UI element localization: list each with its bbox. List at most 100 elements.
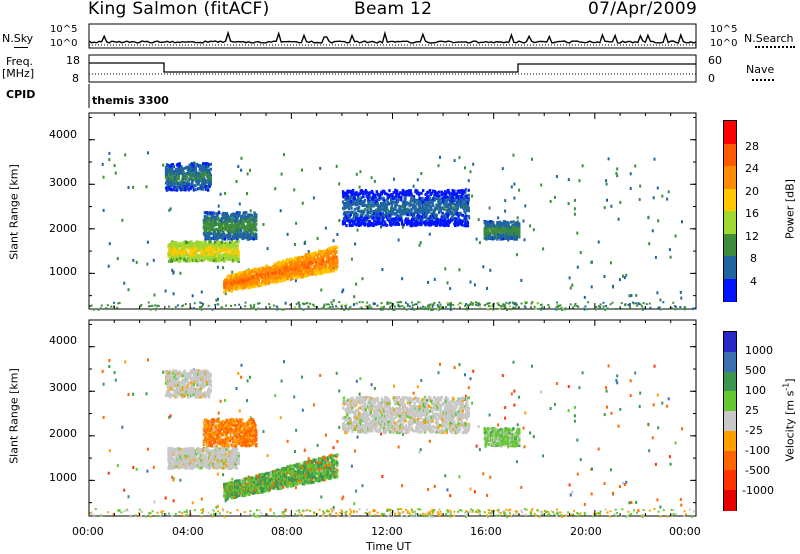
power-ytick: 2000 [49,222,77,235]
echo-pixel [397,192,400,196]
ground-scatter-pixel [524,307,527,309]
data-pixel [653,157,656,161]
echo-pixel [322,259,325,263]
data-pixel [469,280,472,284]
ground-scatter-pixel [410,301,413,304]
data-pixel [358,185,361,189]
data-pixel [669,255,672,259]
ground-scatter-pixel [574,302,577,305]
echo-pixel [232,274,235,278]
echo-pixel [255,213,258,217]
echo-pixel [168,166,171,170]
echo-pixel [244,219,247,223]
echo-pixel [316,254,319,258]
data-pixel [338,218,341,222]
ground-scatter-pixel [507,302,510,305]
ground-scatter-pixel [560,307,563,310]
echo-pixel [272,278,276,282]
echo-pixel [249,213,252,217]
echo-pixel [172,251,175,255]
ground-scatter-pixel [307,306,310,309]
ground-scatter-pixel [531,301,534,304]
echo-pixel [238,225,241,229]
echo-pixel [205,185,208,188]
data-pixel [350,464,353,468]
echo-pixel [393,218,396,222]
echo-pixel [183,257,186,261]
echo-pixel [361,219,364,222]
ground-scatter-pixel [487,302,490,305]
echo-pixel [249,234,252,238]
ground-scatter-pixel [530,306,532,309]
echo-pixel [382,216,385,220]
data-pixel [316,236,319,240]
ground-scatter-pixel [374,302,376,305]
ground-scatter-pixel [547,304,550,306]
echo-pixel [192,166,196,170]
echo-pixel [496,237,499,241]
echo-pixel [189,167,192,171]
echo-pixel [370,197,373,201]
echo-pixel [237,253,240,257]
velocity-ytick: 3000 [49,381,77,394]
echo-pixel [225,233,228,237]
echo-pixel [437,197,440,200]
data-pixel [472,162,475,166]
echo-pixel [395,203,399,207]
ground-scatter-pixel [502,303,505,306]
echo-pixel [255,237,258,240]
echo-pixel [172,169,175,173]
ground-scatter-pixel [200,306,203,309]
echo-pixel [412,217,416,221]
ground-scatter-pixel [199,301,202,304]
ground-scatter-pixel [408,305,411,308]
xtick-label: 16:00 [470,525,502,538]
echo-pixel [434,206,438,210]
ground-scatter-pixel [220,306,223,309]
echo-pixel [201,181,204,185]
echo-pixel [463,218,466,221]
ground-scatter-pixel [492,308,495,311]
ground-scatter-pixel [306,302,309,305]
echo-pixel [197,180,201,184]
ground-scatter-pixel [674,308,677,311]
echo-pixel [191,182,194,186]
echo-pixel [335,267,338,271]
nave-line [752,79,774,81]
ground-scatter-pixel [376,304,379,307]
echo-pixel [354,211,357,215]
ground-scatter-pixel [516,303,518,306]
echo-pixel [251,224,255,228]
echo-pixel [372,204,375,208]
data-pixel [152,258,155,262]
echo-pixel [411,224,414,228]
echo-pixel [449,199,452,203]
ground-scatter-pixel [331,305,334,308]
echo-pixel [230,274,233,278]
echo-pixel [452,202,455,206]
echo-pixel [448,203,451,207]
ground-scatter-pixel [649,306,652,309]
echo-pixel [309,265,312,269]
echo-pixel [467,198,470,202]
echo-pixel [203,245,207,249]
data-pixel [439,155,441,159]
ground-scatter-pixel [406,304,409,307]
echo-pixel [165,173,169,176]
echo-pixel [254,216,257,220]
echo-pixel [228,248,232,252]
echo-pixel [438,200,441,204]
echo-pixel [276,265,279,269]
ground-scatter-pixel [322,307,325,310]
ground-scatter-pixel [347,308,350,311]
echo-pixel [196,258,200,262]
echo-pixel [381,201,384,205]
echo-pixel [454,203,457,207]
echo-pixel [238,222,241,226]
echo-pixel [207,242,211,246]
echo-pixel [280,267,283,271]
echo-pixel [309,254,312,258]
data-pixel [416,178,419,182]
echo-pixel [446,216,449,220]
echo-pixel [409,200,412,204]
